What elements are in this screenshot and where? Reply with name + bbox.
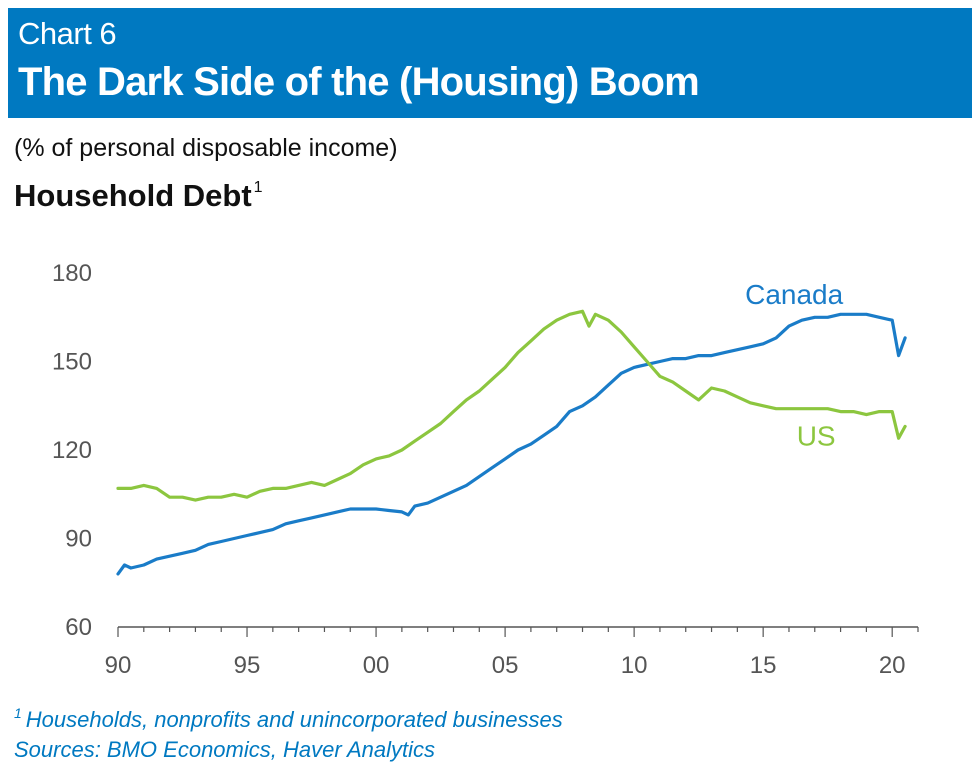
chart-number: Chart 6	[18, 16, 117, 51]
series-title-footnote-mark: 1	[253, 179, 263, 196]
footnote-mark: 1	[14, 705, 22, 721]
series-line-us	[116, 309, 907, 502]
x-tick-label: 20	[879, 652, 906, 679]
footnote-text: Households, nonprofits and unincorporate…	[25, 707, 563, 732]
series-label-canada: Canada	[745, 279, 844, 310]
sources-note: Sources: BMO Economics, Haver Analytics	[14, 737, 435, 762]
series-line-canada	[116, 312, 907, 576]
y-tick-label: 150	[52, 349, 92, 376]
series-title-text: Household Debt	[14, 178, 252, 213]
footnote: 1 Households, nonprofits and unincorporat…	[14, 705, 563, 733]
line-chart: 60 90 120 150 180 90 95 00 05 10 15 20 Canada US	[52, 260, 919, 679]
x-tick-label: 10	[621, 652, 648, 679]
y-tick-label: 180	[52, 260, 92, 287]
x-tick-label: 90	[105, 652, 132, 679]
x-tick-label: 05	[492, 652, 519, 679]
series-label-us: US	[797, 421, 836, 452]
chart-subtitle: (% of personal disposable income)	[14, 134, 398, 162]
series-title: Household Debt 1	[14, 178, 263, 214]
y-tick-label: 60	[65, 614, 92, 641]
x-tick-label: 95	[234, 652, 261, 679]
y-tick-label: 120	[52, 437, 92, 464]
x-tick-label: 00	[363, 652, 390, 679]
chart-title: The Dark Side of the (Housing) Boom	[18, 60, 700, 104]
chart-header: Chart 6 The Dark Side of the (Housing) B…	[8, 8, 972, 118]
y-tick-label: 90	[65, 526, 92, 553]
x-tick-label: 15	[750, 652, 777, 679]
